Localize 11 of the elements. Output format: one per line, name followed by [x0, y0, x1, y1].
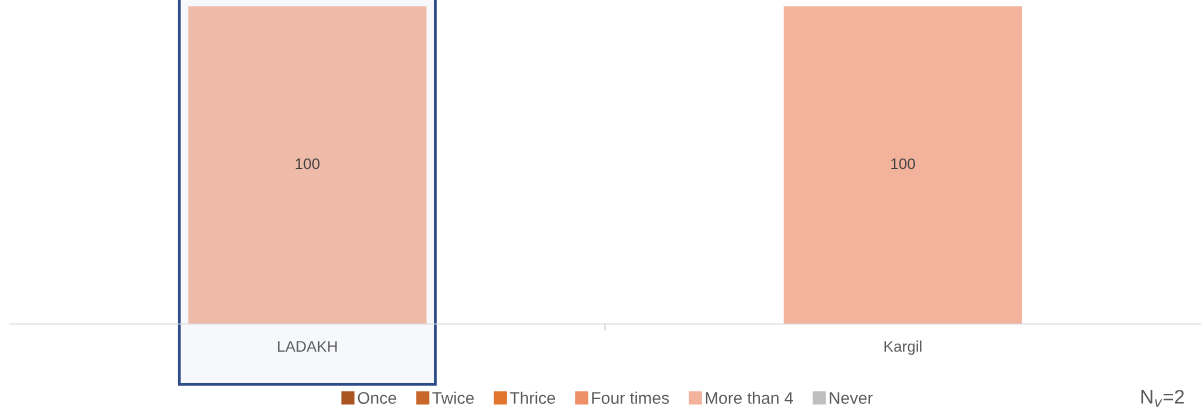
legend-label: Once	[357, 392, 397, 404]
legend-label: Thrice	[509, 391, 556, 404]
text: N$_{v}$=2	[1141, 389, 1184, 407]
legend-label: Four times	[592, 391, 669, 404]
legend-label: Twice	[432, 391, 474, 404]
x-tick-label: Kargil	[884, 340, 922, 355]
data-label: 100	[891, 158, 915, 170]
x-tick-label: LADAKH	[278, 341, 337, 352]
legend-label: More than 4	[705, 391, 793, 404]
legend-label: Never	[829, 392, 873, 404]
data-label: 100	[295, 158, 320, 170]
